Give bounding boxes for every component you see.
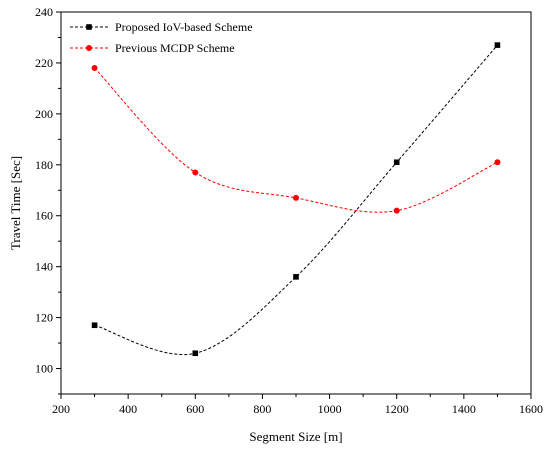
series-layer: [91, 42, 501, 357]
y-tick-label: 140: [35, 260, 53, 274]
series-line: [94, 67, 498, 213]
x-tick-label: 1400: [452, 402, 476, 416]
plot-frame: [60, 11, 532, 395]
y-tick-label: 180: [35, 158, 53, 172]
data-point: [91, 65, 98, 72]
data-point: [192, 169, 199, 176]
x-axis-title: Segment Size [m]: [249, 429, 342, 444]
x-tick-label: 800: [253, 402, 271, 416]
data-point: [393, 207, 400, 214]
data-point: [393, 159, 400, 166]
x-tick-label: 600: [186, 402, 204, 416]
data-point: [293, 194, 299, 201]
legend-label: Previous MCDP Scheme: [115, 41, 235, 55]
x-tick-label: 1600: [519, 402, 543, 416]
x-tick-label: 1200: [385, 402, 409, 416]
legend-label: Proposed IoV-based Scheme: [115, 20, 253, 34]
x-tick-label: 200: [52, 402, 70, 416]
legend-item: Previous MCDP Scheme: [70, 41, 235, 55]
legend: Proposed IoV-based Scheme Previous MCDP S…: [70, 20, 253, 55]
legend-item: Proposed IoV-based Scheme: [70, 20, 253, 34]
data-point: [293, 274, 299, 280]
data-point: [494, 159, 501, 166]
y-tick-label: 100: [35, 362, 53, 376]
plot-area: 200 400 600 800 1000 1200 1400 1600 100 120 140 160…: [35, 5, 543, 416]
series-line: [94, 44, 498, 356]
y-tick-label: 200: [35, 107, 53, 121]
x-tick-label: 1000: [318, 402, 342, 416]
y-tick-label: 160: [35, 209, 53, 223]
x-tick-label: 400: [119, 402, 137, 416]
y-axis-title: Travel Time [Sec]: [8, 156, 23, 250]
y-tick-label: 240: [35, 5, 53, 19]
y-tick-label: 120: [35, 311, 53, 325]
data-point: [494, 42, 501, 48]
series-2: [91, 65, 501, 214]
data-point: [91, 322, 98, 329]
legend-marker: [86, 45, 92, 51]
data-point: [192, 350, 199, 357]
y-tick-label: 220: [35, 56, 53, 70]
series-1: [91, 42, 501, 357]
legend-marker: [86, 24, 92, 30]
